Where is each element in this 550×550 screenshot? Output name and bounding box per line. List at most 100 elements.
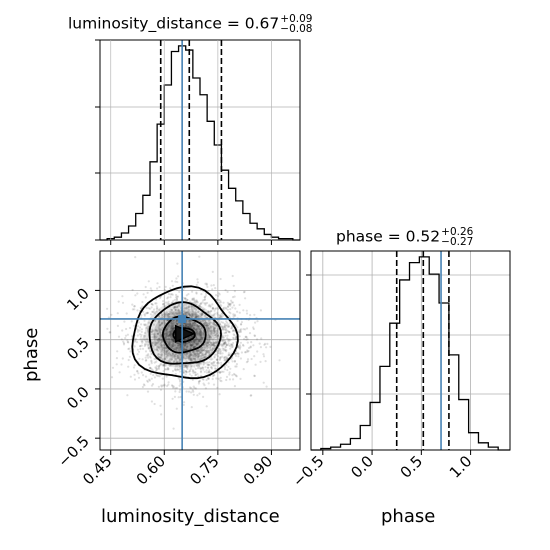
- sample-point: [199, 348, 202, 351]
- sample-point: [185, 324, 188, 327]
- sample-point: [189, 325, 192, 328]
- sample-point: [164, 301, 168, 304]
- sample-point: [185, 366, 189, 369]
- sample-point: [174, 367, 177, 370]
- sample-point: [192, 327, 195, 330]
- sample-point: [162, 346, 165, 350]
- sample-point: [164, 329, 167, 332]
- sample-point: [247, 346, 251, 350]
- sample-point: [198, 303, 201, 306]
- sample-point: [142, 336, 145, 339]
- sample-point: [153, 335, 156, 338]
- sample-point: [137, 321, 140, 324]
- sample-point: [231, 301, 235, 304]
- sample-point: [182, 313, 185, 316]
- sample-point: [165, 351, 168, 354]
- sample-point: [183, 344, 186, 347]
- sample-point: [207, 366, 210, 369]
- sample-point: [177, 275, 180, 278]
- sample-point: [184, 324, 187, 327]
- sample-point: [171, 354, 174, 357]
- sample-point: [150, 359, 153, 362]
- sample-point: [184, 322, 187, 325]
- sample-point: [204, 294, 207, 297]
- sample-point: [201, 313, 204, 316]
- sample-point: [235, 374, 238, 377]
- sample-point: [199, 335, 202, 338]
- sample-point: [208, 319, 211, 322]
- sample-point: [173, 357, 176, 360]
- sample-point: [140, 316, 143, 319]
- sample-point: [121, 357, 124, 360]
- sample-point: [121, 295, 124, 298]
- sample-point: [190, 312, 193, 315]
- sample-point: [244, 351, 247, 354]
- sample-point: [183, 338, 186, 342]
- sample-point: [178, 343, 181, 346]
- sample-point: [269, 345, 272, 348]
- sample-point: [163, 321, 166, 324]
- sample-point: [135, 341, 139, 344]
- sample-point: [219, 376, 222, 379]
- sample-point: [171, 329, 174, 332]
- sample-point: [211, 350, 214, 353]
- sample-point: [199, 333, 202, 336]
- sample-point: [219, 299, 222, 302]
- sample-point: [186, 298, 189, 302]
- sample-point: [187, 356, 190, 359]
- sample-point: [193, 387, 196, 390]
- sample-point: [186, 323, 190, 326]
- sample-point: [183, 365, 187, 368]
- sample-point: [188, 314, 192, 317]
- sample-point: [249, 345, 252, 348]
- sample-point: [207, 319, 210, 322]
- sample-point: [183, 322, 186, 325]
- sample-point: [195, 313, 198, 316]
- sample-point: [201, 334, 204, 337]
- sample-point: [162, 363, 165, 366]
- sample-point: [182, 403, 185, 406]
- sample-point: [216, 352, 219, 355]
- sample-point: [212, 342, 215, 345]
- sample-point: [231, 360, 234, 363]
- sample-point: [215, 332, 218, 335]
- sample-point: [116, 350, 119, 353]
- sample-point: [215, 341, 218, 344]
- sample-point: [229, 302, 232, 305]
- sample-point: [204, 362, 207, 365]
- sample-point: [165, 347, 168, 350]
- sample-point: [190, 308, 193, 311]
- sample-point: [215, 307, 218, 310]
- sample-point: [151, 310, 154, 313]
- sample-point: [144, 343, 147, 346]
- sample-point: [197, 354, 200, 357]
- sample-point: [211, 349, 214, 352]
- sample-point: [205, 322, 208, 325]
- sample-point: [186, 338, 189, 341]
- sample-point: [178, 357, 181, 361]
- sample-point: [212, 332, 215, 335]
- sample-point: [143, 323, 146, 326]
- sample-point: [214, 353, 217, 356]
- sample-point: [203, 346, 206, 349]
- sample-point: [212, 323, 215, 326]
- sample-point: [207, 382, 210, 385]
- sample-point: [207, 329, 210, 332]
- sample-point: [141, 347, 145, 350]
- sample-point: [204, 349, 207, 352]
- sample-point: [202, 378, 205, 381]
- sample-point: [199, 340, 202, 343]
- sample-point: [221, 334, 224, 337]
- sample-point: [204, 356, 207, 359]
- sample-point: [195, 315, 198, 318]
- sample-point: [200, 335, 203, 338]
- sample-point: [133, 378, 137, 381]
- sample-point: [179, 346, 182, 349]
- sample-point: [201, 349, 204, 352]
- sample-point: [262, 353, 265, 356]
- sample-point: [228, 315, 231, 318]
- sample-point: [238, 311, 241, 314]
- sample-point: [223, 306, 226, 309]
- sample-point: [160, 355, 163, 358]
- sample-point: [192, 340, 196, 343]
